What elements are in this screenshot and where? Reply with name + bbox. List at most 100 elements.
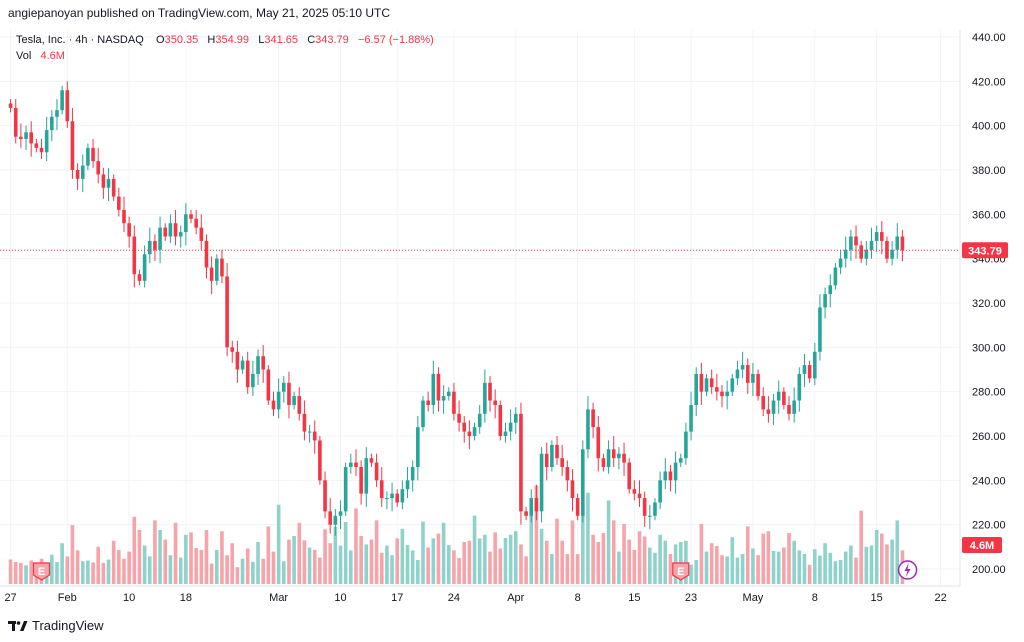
candle-body (632, 489, 637, 494)
volume-bar (854, 557, 858, 584)
candle-body (364, 458, 369, 494)
candle-body (854, 236, 858, 246)
volume-bar (245, 548, 250, 584)
candle (632, 480, 637, 501)
volume-bar (756, 555, 760, 584)
volume-bar (204, 530, 209, 584)
candle-body (266, 369, 271, 401)
candle (287, 371, 291, 419)
candle-body (508, 422, 513, 432)
candle-body (204, 240, 209, 268)
candle (122, 196, 126, 233)
volume-bar (555, 518, 559, 584)
candle-body (725, 391, 729, 397)
candle-body (658, 480, 662, 503)
candle-body (441, 396, 446, 401)
candle-body (544, 453, 549, 468)
volume-bar (890, 539, 894, 584)
candle (147, 227, 152, 264)
price-badges: 343.79 4.6M (962, 242, 1008, 553)
volume-bar (96, 546, 101, 584)
candle (807, 360, 812, 383)
volume-bar (864, 546, 869, 584)
candle-body (127, 223, 131, 237)
volume-bar (534, 485, 539, 584)
candle (792, 387, 796, 423)
time-tick-label: May (743, 592, 764, 604)
candle-body (50, 116, 54, 131)
volume-bar (838, 560, 843, 584)
candle (457, 400, 461, 432)
candle-body (60, 90, 64, 111)
candle-body (452, 391, 456, 414)
volume-bar (122, 558, 126, 584)
candle (617, 447, 621, 470)
price-tick-label: 300.00 (972, 342, 1006, 354)
candle (895, 223, 900, 259)
candle-body (895, 236, 900, 250)
candle (446, 387, 451, 401)
candle-body (519, 413, 523, 512)
volume-bar (441, 522, 446, 584)
time-axis: 27 Feb 10 18 Mar 10 17 24 Apr 8 15 23 May 8 15 22 (4, 592, 946, 604)
volume-bar (318, 557, 322, 584)
candle (740, 351, 745, 379)
candle-body (477, 413, 482, 428)
candle (503, 422, 508, 443)
candle-body (369, 458, 374, 463)
candle-body (843, 249, 848, 259)
candle (101, 167, 106, 199)
candle-body (446, 391, 451, 397)
volume-bar (591, 534, 595, 584)
volume-bar (147, 556, 152, 584)
candle (591, 402, 595, 439)
volume-bar (653, 552, 657, 584)
candle (606, 440, 611, 474)
candle-body (111, 178, 116, 197)
volume-bar (560, 540, 564, 584)
candle (70, 107, 75, 179)
candle-body (199, 227, 204, 241)
volume-bar (75, 550, 80, 584)
candle-body (173, 223, 178, 237)
footer-brand[interactable]: TradingView (8, 618, 104, 633)
candle-body (740, 365, 745, 370)
candle (292, 391, 296, 410)
price-tick-label: 200.00 (972, 564, 1006, 576)
candle (369, 453, 374, 468)
candle (390, 482, 394, 512)
candle (637, 480, 642, 507)
volume-bar (256, 542, 260, 584)
candle-body (8, 103, 13, 108)
volume-bar (725, 556, 729, 584)
candle-body (874, 232, 879, 241)
volume-bar (390, 555, 394, 584)
candle (823, 287, 827, 319)
time-tick-label: 23 (685, 592, 697, 604)
volume-bar (745, 526, 750, 584)
price-tick-label: 220.00 (972, 520, 1006, 532)
candle (91, 138, 95, 168)
candle-body (648, 515, 652, 517)
volume-bar (168, 555, 173, 584)
volume-bar (699, 524, 704, 584)
close-label: C (307, 34, 316, 46)
candle (127, 216, 131, 248)
candle (678, 453, 683, 468)
volume-bar (13, 561, 18, 584)
candle-body (245, 360, 250, 388)
volume-bar (354, 508, 358, 584)
volume-bar (611, 520, 616, 584)
volume-value: 4.6M (40, 50, 65, 62)
candle (818, 294, 822, 361)
candle-body (44, 130, 49, 153)
volume-bar (86, 560, 90, 584)
candle-body (240, 360, 245, 370)
candle-body (431, 373, 436, 405)
volume-bar (338, 545, 343, 584)
candle (297, 387, 302, 421)
volume-bar (833, 561, 838, 584)
volume-bar (359, 536, 363, 584)
candle-body (828, 285, 833, 295)
